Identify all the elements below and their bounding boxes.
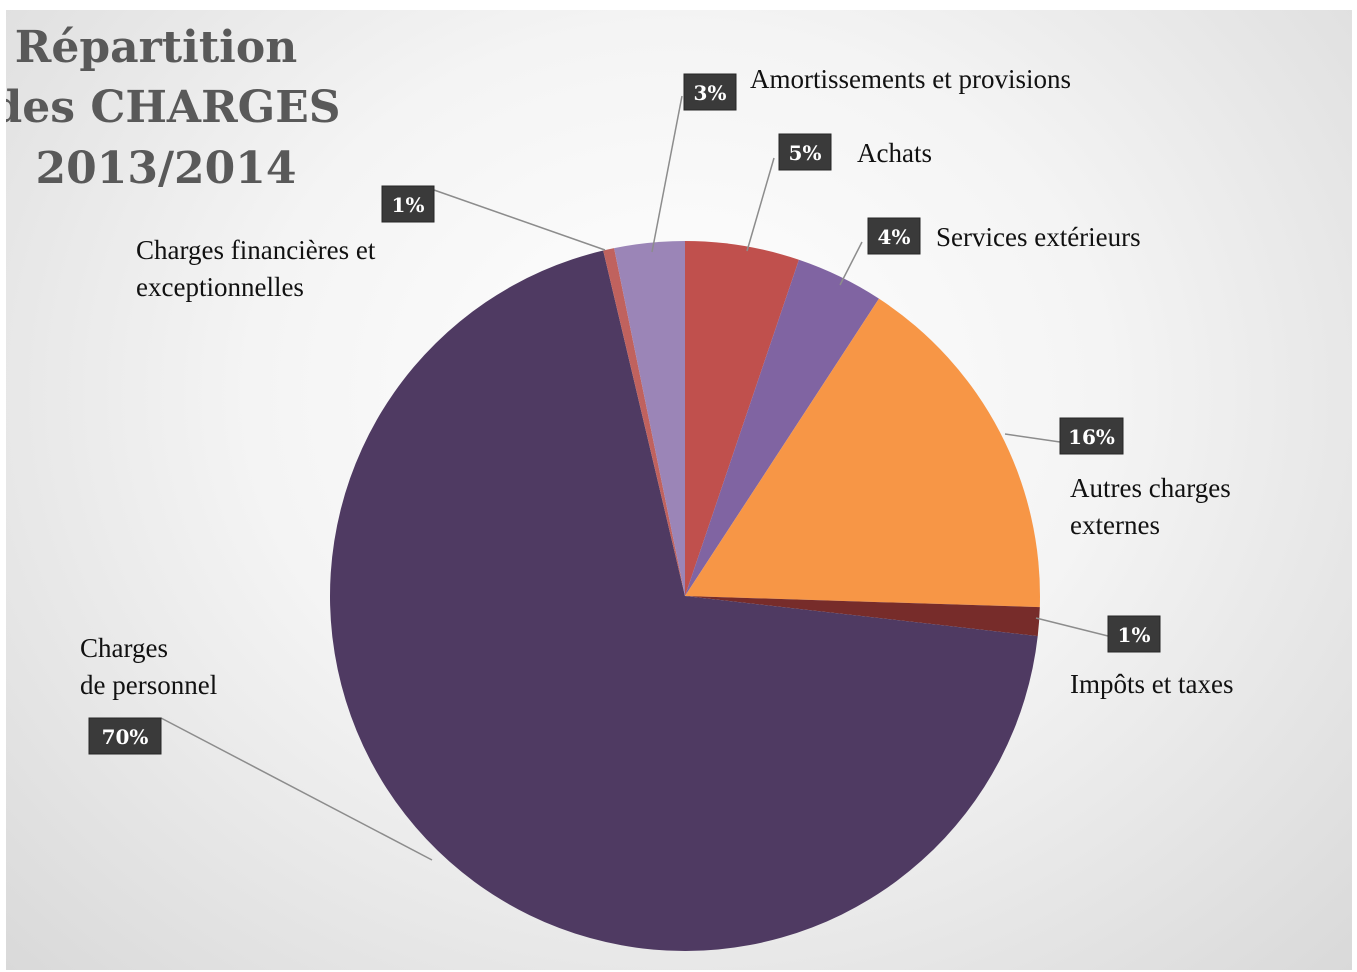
leader-line bbox=[1035, 617, 1109, 637]
chart-area: Répartition des CHARGES 2013/2014 5% Achats… bbox=[6, 10, 1352, 970]
percent-label-box bbox=[1107, 615, 1161, 653]
chart-title-line: 2013/2014 bbox=[36, 143, 297, 194]
percent-label: 70% bbox=[102, 725, 149, 749]
percent-label-box bbox=[1059, 417, 1124, 455]
pie-slice bbox=[603, 248, 685, 596]
chart-title: Répartition des CHARGES 2013/2014 bbox=[6, 22, 341, 194]
pie-slice bbox=[685, 259, 879, 596]
pie-chart: Répartition des CHARGES 2013/2014 5% Achats… bbox=[6, 22, 1233, 951]
percent-label: 4% bbox=[878, 225, 911, 249]
pie-slices bbox=[330, 241, 1040, 951]
pie-slice bbox=[685, 298, 1040, 608]
percent-label: 1% bbox=[1118, 623, 1151, 647]
category-label: Amortissements et provisions bbox=[750, 64, 1071, 94]
percent-label-box bbox=[867, 217, 921, 255]
category-label: Impôts et taxes bbox=[1070, 669, 1233, 699]
percent-label-box bbox=[381, 185, 435, 223]
leader-line bbox=[839, 241, 863, 286]
pie-slice bbox=[330, 250, 1038, 951]
category-label: Autres charges bbox=[1070, 473, 1231, 503]
percent-label-box bbox=[778, 133, 832, 171]
leader-line bbox=[746, 157, 775, 252]
category-label: externes bbox=[1070, 510, 1160, 540]
percent-label-box bbox=[683, 73, 737, 111]
category-label: exceptionnelles bbox=[136, 272, 304, 302]
leader-line bbox=[1004, 433, 1061, 443]
percent-label: 3% bbox=[694, 81, 727, 105]
category-label: de personnel bbox=[80, 670, 217, 700]
chart-title-line: des CHARGES bbox=[6, 82, 341, 133]
category-label: Charges financières et bbox=[136, 235, 376, 265]
pie-slice bbox=[685, 241, 799, 596]
leader-lines bbox=[160, 95, 1109, 861]
category-label: Achats bbox=[857, 138, 932, 168]
chart-title-line: Répartition bbox=[15, 22, 297, 73]
percent-label: 16% bbox=[1068, 425, 1115, 449]
pie-slice bbox=[614, 241, 685, 596]
category-label: Services extérieurs bbox=[936, 222, 1141, 252]
pie-slice bbox=[685, 596, 1040, 637]
percent-label: 1% bbox=[392, 193, 425, 217]
percent-label: 5% bbox=[789, 141, 822, 165]
percent-label-box bbox=[88, 717, 162, 755]
slice-labels: 5% Achats 4% Services extérieurs 16% Autres c… bbox=[80, 64, 1233, 755]
category-label: Charges bbox=[80, 633, 168, 663]
leader-line bbox=[433, 189, 606, 251]
leader-line bbox=[160, 717, 433, 861]
leader-line bbox=[651, 95, 683, 253]
